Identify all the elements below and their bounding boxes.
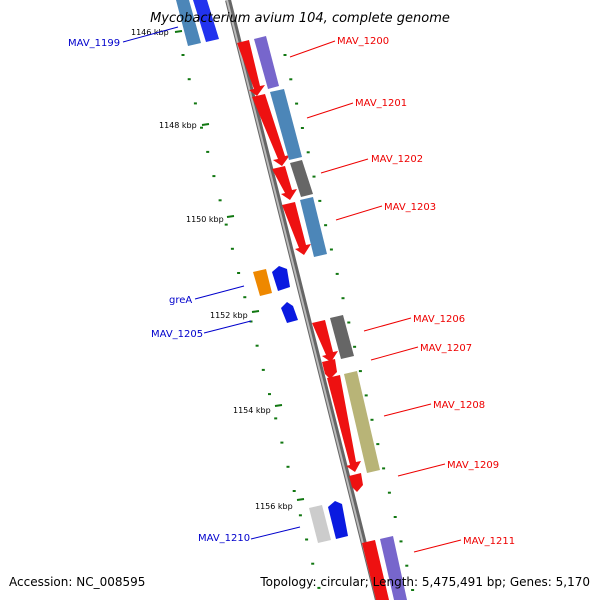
gene-box-mav-1200b[interactable] (254, 36, 279, 89)
tick-mark (226, 215, 235, 218)
gene-label-mav-1210[interactable]: MAV_1210 (198, 533, 250, 544)
gene-arrow-mav-1205[interactable] (281, 302, 298, 323)
gene-box-mav-1210-grey[interactable] (309, 505, 331, 543)
gene-arrow-mav-1211[interactable] (362, 540, 389, 600)
gene-label-mav-1208[interactable]: MAV_1208 (433, 400, 485, 411)
tick-label: 1146 kbp (131, 28, 169, 37)
gene-label-mav-1199[interactable]: MAV_1199 (68, 38, 120, 49)
gene-arrow-mav-1203[interactable] (282, 202, 311, 255)
gene-label-mav-1203[interactable]: MAV_1203 (384, 202, 436, 213)
gene-box-mav-1199[interactable] (176, 0, 201, 46)
gene-box-mav-1201b[interactable] (270, 89, 302, 160)
leader-lines (122, 26, 462, 553)
ruler-ticks: 1146 kbp 1148 kbp 1150 kbp 1152 kbp 1154… (131, 28, 305, 511)
gene-label-mav-1205[interactable]: MAV_1205 (151, 329, 203, 340)
gene-label-mav-1211[interactable]: MAV_1211 (463, 536, 515, 547)
gene-box-mav-1203b[interactable] (300, 197, 327, 257)
gene-box-mav-1202b[interactable] (290, 160, 313, 197)
genome-stats-text: Topology: circular; Length: 5,475,491 bp… (259, 575, 590, 589)
gene-arrow-mav-1199[interactable] (193, 0, 219, 42)
gene-arrow-mav-1207[interactable] (322, 359, 337, 379)
gene-label-mav-1207[interactable]: MAV_1207 (420, 343, 472, 354)
tick-mark (274, 404, 283, 407)
genome-backbone-highlight (226, 0, 378, 600)
map-title: Mycobacterium avium 104, complete genome (150, 11, 450, 26)
accession-text: Accession: NC_008595 (9, 575, 145, 589)
gene-label-mav-1206[interactable]: MAV_1206 (413, 314, 465, 325)
tick-label: 1156 kbp (255, 502, 293, 511)
gene-box-mav-1208b[interactable] (344, 371, 380, 473)
gene-arrow-mav-1201[interactable] (252, 94, 290, 166)
gene-arrow-mav-1202[interactable] (272, 166, 297, 200)
tick-label: 1148 kbp (159, 121, 197, 130)
gene-arrow-mav-1208[interactable] (327, 375, 361, 472)
tick-label: 1154 kbp (233, 406, 271, 415)
gene-label-mav-1201[interactable]: MAV_1201 (355, 98, 407, 109)
gene-box-mav-1206b[interactable] (330, 315, 354, 359)
tick-mark (174, 30, 183, 33)
gene-arrow-mav-1210[interactable] (328, 501, 348, 539)
gene-label-mav-1202[interactable]: MAV_1202 (371, 154, 423, 165)
forward-track (283, 54, 415, 591)
gene-label-grea[interactable]: greA (169, 295, 192, 306)
gene-arrow-grea[interactable] (272, 266, 290, 291)
gene-label-mav-1200[interactable]: MAV_1200 (337, 36, 389, 47)
tick-mark (251, 310, 260, 313)
gene-label-mav-1209[interactable]: MAV_1209 (447, 460, 499, 471)
tick-label: 1150 kbp (186, 215, 224, 224)
gene-box-mav-1211b[interactable] (380, 536, 407, 600)
gene-arrow-mav-1200[interactable] (237, 40, 265, 96)
tick-mark (296, 498, 305, 501)
gene-box-grea-orange[interactable] (253, 269, 272, 296)
tick-mark (201, 123, 210, 126)
tick-label: 1152 kbp (210, 311, 248, 320)
gene-arrow-mav-1206[interactable] (312, 320, 338, 362)
gene-arrow-mav-1209[interactable] (349, 473, 363, 492)
